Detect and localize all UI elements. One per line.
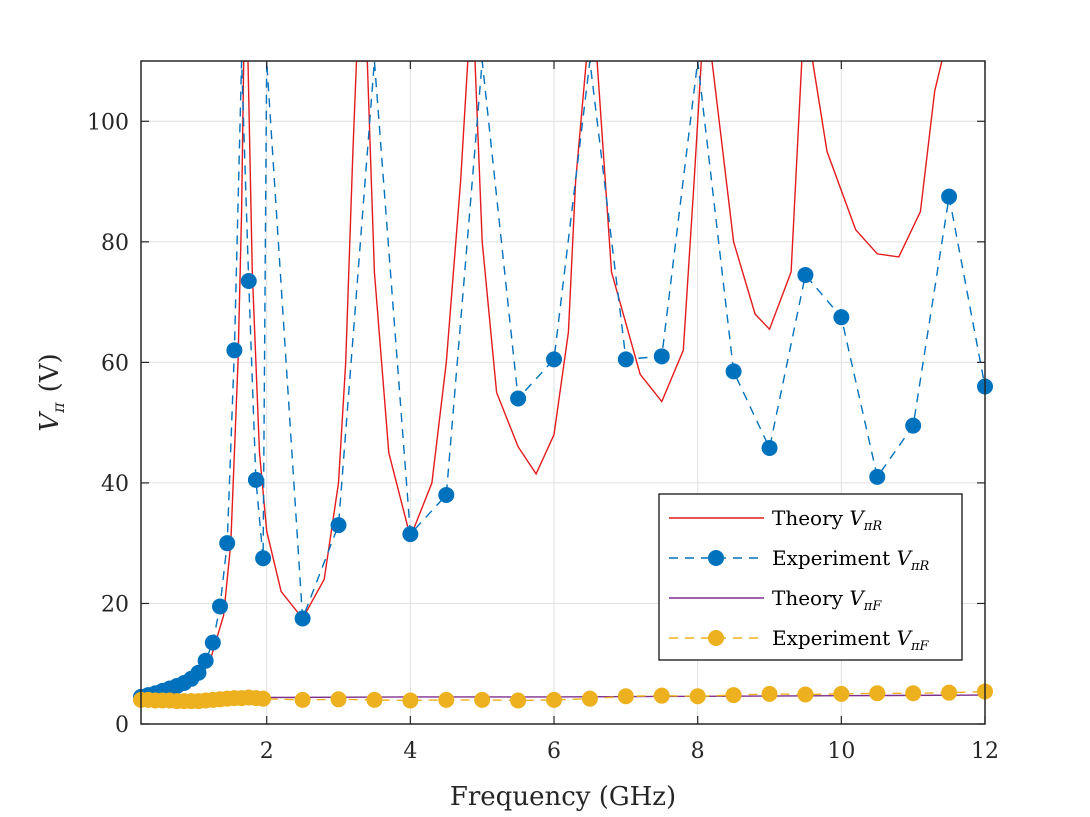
experiment-vpif-marker xyxy=(617,688,634,705)
y-tick-label: 20 xyxy=(101,592,129,617)
experiment-vpir-marker xyxy=(438,486,455,503)
experiment-vpif-marker xyxy=(402,692,419,709)
y-axis-title-main: V xyxy=(35,411,65,432)
experiment-vpir-marker xyxy=(761,439,778,456)
experiment-vpif-marker xyxy=(905,685,922,702)
legend-entry-label: Experiment VπF xyxy=(772,626,930,654)
y-tick-label: 0 xyxy=(115,713,129,738)
x-tick-label: 12 xyxy=(971,739,999,764)
experiment-vpir-marker xyxy=(226,342,243,359)
experiment-vpif-marker xyxy=(797,686,814,703)
x-tick-label: 2 xyxy=(260,739,274,764)
legend-swatch-marker xyxy=(708,630,724,646)
legend-entry-label: Theory VπF xyxy=(772,586,882,614)
experiment-vpif-marker xyxy=(689,688,706,705)
legend-entry-text: Theory xyxy=(772,506,849,530)
experiment-vpir-marker xyxy=(617,351,634,368)
legend-entry-text: Experiment xyxy=(772,626,897,650)
legend-swatch-marker xyxy=(708,550,724,566)
theory-vpir-line xyxy=(141,61,943,699)
experiment-vpir-marker xyxy=(653,348,670,365)
x-tick-label: 10 xyxy=(827,739,855,764)
experiment-vpif-marker xyxy=(330,691,347,708)
experiment-vpir-marker xyxy=(546,351,563,368)
experiment-vpir-marker xyxy=(725,363,742,380)
legend-entry-sub: πR xyxy=(863,519,883,534)
experiment-vpif-marker xyxy=(941,684,958,701)
experiment-vpir-marker xyxy=(190,664,207,681)
svg-text:Vπ(V): Vπ (V) xyxy=(35,353,68,431)
experiment-vpir-marker xyxy=(330,517,347,534)
experiment-vpif-marker xyxy=(294,691,311,708)
experiment-vpir-marker xyxy=(833,309,850,326)
experiment-vpir-marker xyxy=(294,610,311,627)
experiment-vpif-marker xyxy=(581,690,598,707)
legend-entry-var: V xyxy=(849,586,866,610)
legend-entry-sub: πR xyxy=(910,559,930,574)
legend-entry-label: Experiment VπR xyxy=(772,546,930,574)
y-axis-title: Vπ (V) xyxy=(35,353,68,431)
legend-entry-var: V xyxy=(897,546,914,570)
y-axis-title-unit: (V) xyxy=(35,353,65,392)
legend-entry-text: Experiment xyxy=(772,546,897,570)
experiment-vpir-marker xyxy=(797,266,814,283)
legend-entry-label: Theory VπR xyxy=(772,506,882,534)
experiment-vpif-marker xyxy=(869,685,886,702)
x-tick-label: 8 xyxy=(691,739,705,764)
legend-entry-sub: πF xyxy=(863,599,883,614)
experiment-vpir-marker xyxy=(255,550,272,567)
y-tick-label: 80 xyxy=(101,231,129,256)
experiment-vpir-marker xyxy=(510,390,527,407)
experiment-vpir-marker xyxy=(212,598,229,615)
y-axis-title-sub: π xyxy=(49,402,68,414)
experiment-vpif-marker xyxy=(474,691,491,708)
experiment-vpir-marker xyxy=(204,634,221,651)
experiment-vpif-marker xyxy=(653,687,670,704)
legend-entry-var: V xyxy=(849,506,866,530)
x-tick-label: 6 xyxy=(547,739,561,764)
experiment-vpir-marker xyxy=(240,272,257,289)
experiment-vpir-marker xyxy=(247,471,264,488)
legend-entry-var: V xyxy=(897,626,914,650)
experiment-vpif-line xyxy=(141,690,985,702)
experiment-vpif-marker xyxy=(510,692,527,709)
experiment-vpif-marker xyxy=(833,685,850,702)
x-tick-label: 4 xyxy=(403,739,417,764)
experiment-vpir-marker xyxy=(941,188,958,205)
experiment-vpir-marker xyxy=(905,417,922,434)
experiment-vpif-marker xyxy=(438,691,455,708)
experiment-vpif-marker xyxy=(546,691,563,708)
experiment-vpir-marker xyxy=(197,652,214,669)
axes-box xyxy=(140,60,986,725)
y-tick-label: 100 xyxy=(87,110,129,135)
y-tick-label: 40 xyxy=(101,472,129,497)
plot-area xyxy=(133,61,993,710)
experiment-vpif-marker xyxy=(255,690,272,707)
legend-entry-text: Theory xyxy=(772,586,849,610)
legend-entry-sub: πF xyxy=(910,639,930,654)
x-axis-title: Frequency (GHz) xyxy=(450,782,676,812)
legend-box xyxy=(658,493,963,661)
axis-ticks: 2 4 6 8 10 12 0 20 40 60 80 100 xyxy=(87,61,999,764)
experiment-vpir-marker xyxy=(869,468,886,485)
experiment-vpir-marker xyxy=(219,535,236,552)
experiment-vpif-marker xyxy=(761,685,778,702)
experiment-vpif-marker xyxy=(725,687,742,704)
experiment-vpir-marker xyxy=(402,526,419,543)
y-tick-label: 60 xyxy=(101,351,129,376)
experiment-vpif-marker xyxy=(366,691,383,708)
